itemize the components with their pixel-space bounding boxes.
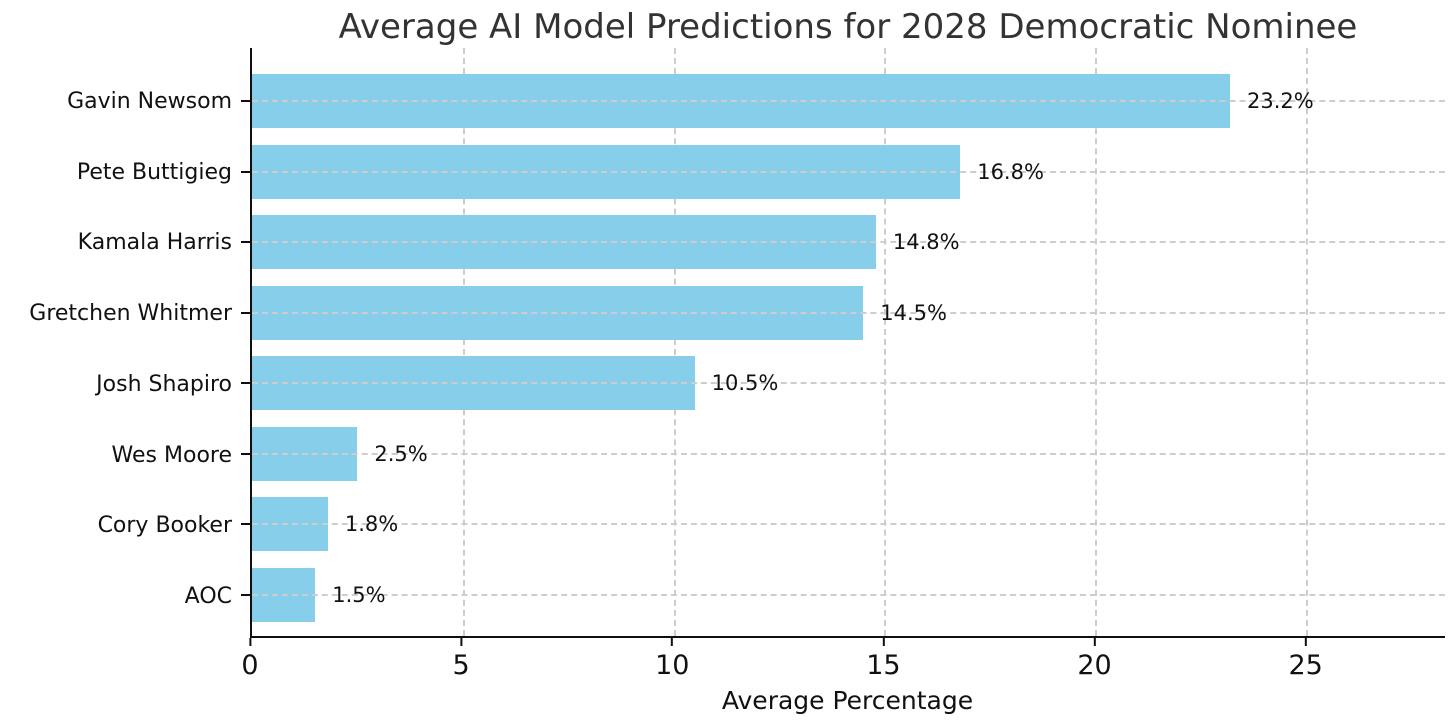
bar-value-label: 14.5% <box>880 300 947 325</box>
x-tick: 10 <box>655 638 689 681</box>
horizontal-gridline <box>252 523 1445 526</box>
y-category-label: Pete Buttigieg <box>76 159 232 185</box>
y-category-label: AOC <box>184 584 232 610</box>
x-tick-mark <box>460 638 463 646</box>
bar-row: 23.2% <box>241 66 1445 137</box>
vertical-gridline <box>1305 48 1308 636</box>
x-tick-mark <box>1093 638 1096 646</box>
y-axis-category-labels: Gavin Newsom Pete Buttigieg Kamala Harris G… <box>0 48 232 638</box>
x-tick: 15 <box>866 638 901 681</box>
bar-row: 14.8% <box>241 207 1445 278</box>
bar-row: 1.5% <box>241 560 1445 631</box>
horizontal-gridline <box>252 452 1445 455</box>
y-category-label: Josh Shapiro <box>96 371 232 397</box>
horizontal-gridline <box>252 241 1445 244</box>
plot-area: 23.2% 16.8% 14.8% 14.5% 10.5% 2.5% 1.8% 1.5% <box>241 48 1445 638</box>
bar-value-label: 16.8% <box>977 159 1044 184</box>
bar-row: 10.5% <box>241 348 1445 419</box>
x-tick: 0 <box>241 638 259 681</box>
bar-row: 2.5% <box>241 419 1445 490</box>
horizontal-gridline <box>252 170 1445 173</box>
chart-title: Average AI Model Predictions for 2028 De… <box>338 7 1358 47</box>
horizontal-gridline <box>252 382 1445 385</box>
x-tick-label: 10 <box>655 650 690 681</box>
vertical-gridline <box>884 48 887 636</box>
y-category-label: Gavin Newsom <box>67 88 232 114</box>
vertical-gridline <box>673 48 676 636</box>
x-tick-mark <box>249 638 251 646</box>
y-category-label: Gretchen Whitmer <box>29 301 232 327</box>
vertical-gridline <box>1095 48 1098 636</box>
x-tick: 5 <box>453 638 470 681</box>
x-tick-label: 5 <box>452 650 470 681</box>
y-category-label: Cory Booker <box>97 513 232 539</box>
bar-row: 16.8% <box>241 137 1445 208</box>
y-category-label: Wes Moore <box>111 442 232 468</box>
bar-row: 14.5% <box>241 278 1445 349</box>
x-axis-title: Average Percentage <box>721 686 974 715</box>
x-tick-mark <box>1304 638 1307 646</box>
x-tick-label: 20 <box>1077 650 1112 681</box>
vertical-gridline <box>462 48 465 636</box>
bar-value-label: 1.8% <box>344 512 399 537</box>
x-tick-mark <box>671 638 674 646</box>
horizontal-gridline <box>252 593 1445 596</box>
horizontal-gridline <box>252 311 1445 314</box>
x-tick-label: 0 <box>241 650 259 681</box>
y-category-label: Kamala Harris <box>77 230 232 256</box>
bar-row: 1.8% <box>241 489 1445 560</box>
x-tick: 20 <box>1077 638 1112 681</box>
bar-value-label: 10.5% <box>711 371 779 396</box>
x-tick-mark <box>882 638 885 646</box>
x-axis: 0 5 10 15 20 25 <box>241 638 1445 698</box>
x-tick: 25 <box>1288 638 1323 681</box>
x-tick-label: 15 <box>866 650 901 681</box>
x-tick-label: 25 <box>1288 650 1323 681</box>
bar-value-label: 23.2% <box>1247 89 1314 114</box>
horizontal-gridline <box>252 100 1445 103</box>
bar-value-label: 1.5% <box>332 582 386 607</box>
bar-value-label: 2.5% <box>374 441 428 466</box>
bar-value-label: 14.8% <box>892 230 960 255</box>
bar-rows: 23.2% 16.8% 14.8% 14.5% 10.5% 2.5% 1.8% 1.5% <box>241 48 1445 636</box>
